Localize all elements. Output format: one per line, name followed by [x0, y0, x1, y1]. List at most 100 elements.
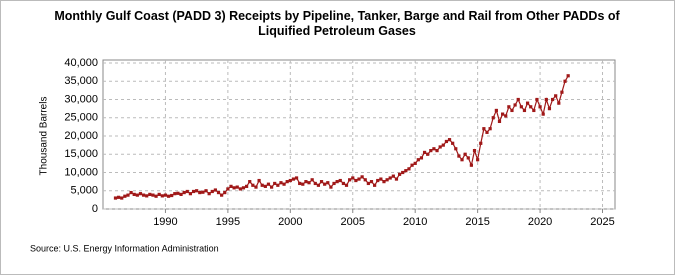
data-point: [313, 181, 317, 186]
data-point: [273, 181, 277, 186]
y-tick-label: 35,000: [64, 75, 98, 87]
data-point: [563, 79, 567, 83]
data-point: [479, 141, 483, 145]
data-point: [298, 181, 302, 186]
chart-title: Monthly Gulf Coast (PADD 3) Receipts by …: [54, 9, 620, 38]
data-point: [454, 147, 458, 151]
data-point: [207, 192, 211, 196]
x-tick-label: 2020: [528, 216, 552, 228]
y-tick-label: 15,000: [64, 148, 98, 160]
data-point: [191, 189, 196, 194]
data-point: [535, 97, 539, 102]
data-point: [166, 194, 171, 198]
data-point: [294, 176, 299, 180]
data-point: [204, 189, 208, 193]
data-point: [360, 175, 364, 179]
x-tick-label: 2000: [278, 216, 302, 228]
data-point: [129, 190, 133, 195]
data-point: [319, 180, 324, 184]
data-point: [279, 181, 283, 185]
data-point: [157, 192, 161, 196]
y-tick-label: 10,000: [64, 166, 98, 178]
data-point: [357, 177, 361, 181]
data-point: [285, 180, 289, 184]
data-point: [188, 192, 193, 196]
data-point: [560, 90, 564, 94]
data-point: [310, 178, 314, 182]
data-point: [216, 190, 221, 195]
data-point: [238, 187, 242, 191]
data-point: [494, 108, 498, 113]
data-point: [229, 184, 233, 188]
data-point: [538, 105, 542, 109]
data-point: [388, 176, 392, 180]
data-point: [410, 163, 414, 167]
y-tick-label: 0: [92, 203, 98, 215]
data-point: [338, 178, 342, 183]
data-point: [220, 193, 224, 197]
data-point: [497, 119, 502, 123]
plot-area: [102, 59, 616, 210]
data-point: [444, 139, 449, 144]
x-tick-label: 2015: [465, 216, 489, 228]
data-point: [451, 141, 455, 145]
data-point: [241, 186, 246, 190]
data-point: [469, 163, 473, 167]
data-point: [438, 145, 442, 149]
data-point: [160, 194, 164, 198]
data-point: [117, 195, 121, 199]
data-point: [151, 193, 155, 197]
data-point: [472, 149, 477, 153]
data-point: [529, 105, 533, 109]
data-point: [163, 193, 168, 197]
data-point: [223, 190, 227, 195]
data-point: [516, 97, 520, 102]
data-point: [269, 185, 274, 189]
data-point: [429, 149, 433, 153]
data-point: [182, 190, 186, 195]
data-point: [554, 94, 558, 98]
data-point: [291, 177, 296, 181]
data-point: [482, 127, 486, 131]
data-point: [176, 191, 180, 195]
data-point: [354, 178, 358, 183]
data-point: [138, 192, 143, 196]
data-point: [363, 178, 367, 182]
data-point: [394, 177, 399, 181]
y-tick-label: 25,000: [64, 112, 98, 124]
data-point: [251, 183, 255, 187]
data-point: [413, 161, 417, 165]
data-point: [201, 190, 205, 194]
data-point: [213, 188, 217, 192]
data-point: [344, 183, 349, 187]
source-note: Source: U.S. Energy Information Administ…: [30, 243, 219, 253]
data-point: [226, 187, 230, 191]
data-point: [491, 116, 495, 120]
data-point: [501, 112, 505, 116]
data-point: [326, 181, 330, 185]
data-point: [185, 189, 189, 194]
data-point: [245, 184, 249, 188]
data-point: [276, 183, 280, 187]
data-point: [257, 178, 261, 183]
data-point: [198, 190, 202, 195]
data-point: [366, 181, 370, 186]
data-point: [145, 194, 149, 198]
data-point: [460, 158, 464, 162]
data-point: [113, 196, 118, 200]
data-point: [332, 181, 336, 186]
data-point: [416, 158, 420, 162]
data-point: [566, 74, 570, 78]
data-point: [504, 114, 508, 118]
data-point: [126, 193, 130, 197]
data-point: [210, 189, 214, 194]
x-tick-label: 1990: [153, 216, 177, 228]
data-point: [369, 180, 374, 184]
data-point: [525, 101, 530, 105]
data-point: [488, 127, 492, 131]
data-point: [141, 193, 146, 197]
data-point: [341, 181, 345, 186]
data-point: [323, 182, 327, 186]
data-point: [132, 192, 136, 196]
